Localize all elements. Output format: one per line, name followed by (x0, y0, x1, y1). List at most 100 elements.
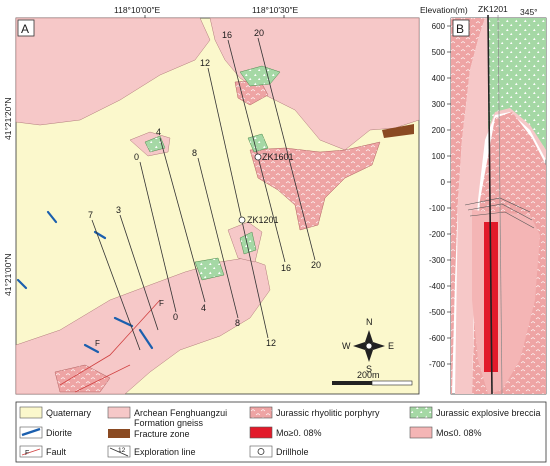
legend-breccia: Jurassic explosive breccia (436, 408, 541, 418)
legend: Quaternary Archean Fenghuangzui Formatio… (15, 401, 547, 463)
lat-label-bottom: 41°21′00″N (3, 253, 13, 296)
fault-label-1: F (159, 299, 164, 308)
panel-a-map: F F 20 16 12 8 4 0 3 7 20 16 12 8 4 0 ZK… (15, 17, 420, 395)
tick-minus-300: -300 (429, 256, 446, 265)
tick-minus-500: -500 (429, 308, 446, 317)
expl-line-12-top: 12 (200, 58, 210, 68)
expl-line-4-bottom: 4 (201, 303, 206, 313)
section-rhyolitic-left (451, 18, 485, 394)
legend-mo-low: Mo≤0. 08% (436, 428, 481, 438)
rhyolitic-porphyry-south (54, 364, 111, 393)
legend-rhyolitic: Jurassic rhyolitic porphyry (276, 408, 380, 418)
legend-exploration: Exploration line (134, 447, 196, 457)
rhyolitic-porphyry-main (249, 141, 381, 231)
expl-line-16-bottom: 16 (281, 263, 291, 273)
drillhole-zk1201-label: ZK1201 (247, 215, 279, 225)
section-drillhole-trace (487, 14, 493, 395)
legend-archean-line2: Formation gneiss (134, 418, 204, 428)
compass-e: E (388, 341, 394, 351)
scale-bar-label: 200m (357, 370, 380, 380)
compass-s: S (366, 364, 372, 374)
tick-300: 300 (432, 100, 446, 109)
breccia-patch-2 (144, 135, 166, 153)
legend-swatch-quaternary (19, 406, 43, 419)
gneiss-area-northeast (209, 17, 420, 151)
lat-label-top: 41°21′20″N (3, 97, 13, 140)
legend-fault-mark (21, 448, 41, 456)
legend-fault: Fault (46, 447, 67, 457)
legend-fracture: Fracture zone (134, 429, 190, 439)
panel-a-label: A (21, 22, 29, 36)
fault-lines (59, 299, 161, 393)
expl-line-8-bottom: 8 (235, 318, 240, 328)
legend-archean-line1: Archean Fenghuangzui (134, 408, 227, 418)
panel-a-label-box (17, 19, 35, 37)
legend-diorite-mark (21, 427, 41, 437)
legend-swatch-mo-high (249, 426, 273, 439)
legend-swatch-fault (19, 445, 43, 458)
legend-diorite: Diorite (46, 428, 72, 438)
elevation-title: Elevation(m) (420, 5, 468, 15)
compass-n: N (366, 317, 373, 327)
section-tick-labels: 600 500 400 300 200 100 0 -100 -200 -300… (429, 22, 446, 369)
tick-100: 100 (432, 152, 446, 161)
legend-swatch-mo-low (409, 426, 433, 439)
tick-200: 200 (432, 126, 446, 135)
gneiss-area-northwest (15, 17, 211, 126)
tick-500: 500 (432, 48, 446, 57)
expl-line-0-top: 0 (134, 152, 139, 162)
section-breccia (488, 18, 546, 150)
panel-b-label-box (452, 19, 470, 37)
breccia-patch-5 (239, 231, 257, 255)
legend-swatch-fracture (108, 429, 130, 438)
drillhole-zk1601-label: ZK1601 (262, 152, 294, 162)
tick-0: 0 (441, 178, 446, 187)
fault-label-2: F (95, 339, 100, 348)
breccia-patch-4 (194, 257, 225, 281)
gneiss-area-south (15, 257, 271, 395)
tick-minus-700: -700 (429, 360, 446, 369)
tick-minus-100: -100 (429, 204, 446, 213)
legend-fault-symbol: F (25, 450, 29, 457)
expl-line-0-bottom: 0 (173, 312, 178, 322)
legend-swatch-breccia (409, 406, 433, 419)
legend-quaternary: Quaternary (46, 408, 92, 418)
breccia-patch-1 (239, 65, 281, 87)
compass-w: W (342, 341, 351, 351)
tick-minus-400: -400 (429, 282, 446, 291)
legend-drillhole: Drillhole (276, 447, 309, 457)
expl-line-8-top: 8 (192, 148, 197, 158)
legend-drillhole-mark (257, 448, 265, 455)
section-ticks (447, 25, 451, 365)
lon-label-left: 118°10′00″E (114, 5, 160, 15)
expl-line-16-top: 16 (222, 30, 232, 40)
legend-exploration-symbol: 12 (118, 447, 126, 454)
fracture-zone-map (382, 124, 414, 138)
expl-line-20-top: 20 (254, 28, 264, 38)
scale-bar-dark (332, 381, 372, 385)
tick-600: 600 (432, 22, 446, 31)
legend-swatch-rhyolitic (249, 406, 273, 419)
drillhole-zk1601 (254, 153, 262, 161)
scale-bar-light (371, 380, 413, 386)
tick-minus-600: -600 (429, 334, 446, 343)
tick-minus-200: -200 (429, 230, 446, 239)
section-drillhole-trace-2 (497, 14, 503, 395)
lon-label-right: 118°10′30″E (252, 5, 298, 15)
panel-b-section: 600 500 400 300 200 100 0 -100 -200 -300… (429, 14, 547, 395)
expl-line-7-top: 7 (88, 210, 93, 220)
legend-swatch-archean (107, 406, 131, 419)
exploration-lines (91, 37, 316, 351)
section-azimuth: 345° (520, 7, 538, 17)
legend-swatch-exploration (107, 445, 131, 458)
compass-rose (353, 330, 385, 362)
panel-b-label: B (456, 22, 464, 36)
expl-line-12-bottom: 12 (266, 338, 276, 348)
tick-400: 400 (432, 74, 446, 83)
expl-line-3-top: 3 (116, 205, 121, 215)
expl-line-20-bottom: 20 (311, 260, 321, 270)
legend-exploration-mark (109, 447, 129, 457)
expl-line-4-top: 4 (156, 127, 161, 137)
section-drillhole-label: ZK1201 (478, 4, 508, 14)
